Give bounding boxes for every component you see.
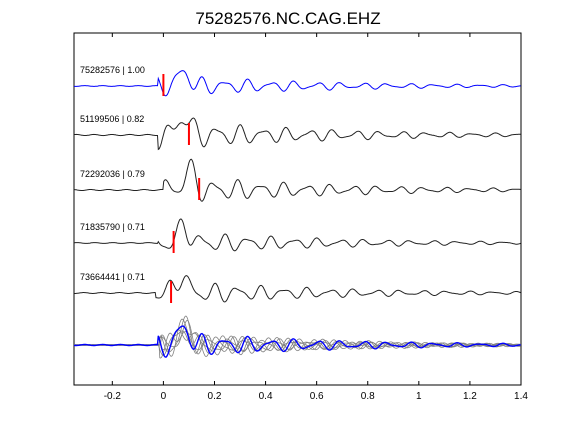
x-tick-label: 1 bbox=[416, 391, 422, 402]
trace-line bbox=[73, 275, 521, 303]
x-tick-label: -0.2 bbox=[104, 391, 122, 402]
overlay-trace bbox=[73, 331, 521, 359]
trace-line bbox=[73, 70, 521, 97]
trace-label: 51199506 | 0.82 bbox=[80, 114, 144, 124]
x-tick-label: 0.6 bbox=[310, 391, 324, 402]
overlay-trace bbox=[73, 315, 521, 356]
x-tick-label: 0 bbox=[161, 391, 167, 402]
x-tick-label: 1.4 bbox=[514, 391, 528, 402]
trace-line bbox=[73, 218, 521, 252]
x-tick-label: 0.2 bbox=[208, 391, 222, 402]
pick-markers bbox=[162, 74, 201, 303]
overlay-reference-trace bbox=[74, 325, 521, 358]
x-tick-label: 0.8 bbox=[361, 391, 375, 402]
trace-labels: 75282576 | 1.00 51199506 | 0.82 72292036 |… bbox=[80, 65, 145, 282]
trace-line bbox=[73, 117, 521, 151]
overlay-traces bbox=[73, 315, 521, 359]
x-tick-label: 1.2 bbox=[463, 391, 477, 402]
traces bbox=[73, 70, 521, 303]
overlay-trace bbox=[73, 319, 521, 355]
trace-label: 73664441 | 0.71 bbox=[80, 272, 145, 282]
x-axis-ticks: -0.2 0 0.2 0.4 0.6 0.8 1 1.2 1.4 bbox=[104, 33, 528, 402]
chart-title: 75282576.NC.CAG.EHZ bbox=[195, 9, 380, 28]
trace-label: 72292036 | 0.79 bbox=[80, 169, 145, 179]
plot-frame bbox=[73, 32, 522, 386]
trace-label: 75282576 | 1.00 bbox=[80, 65, 145, 75]
trace-label: 71835790 | 0.71 bbox=[80, 222, 145, 232]
trace-line bbox=[73, 158, 521, 202]
x-tick-label: 0.4 bbox=[259, 391, 273, 402]
